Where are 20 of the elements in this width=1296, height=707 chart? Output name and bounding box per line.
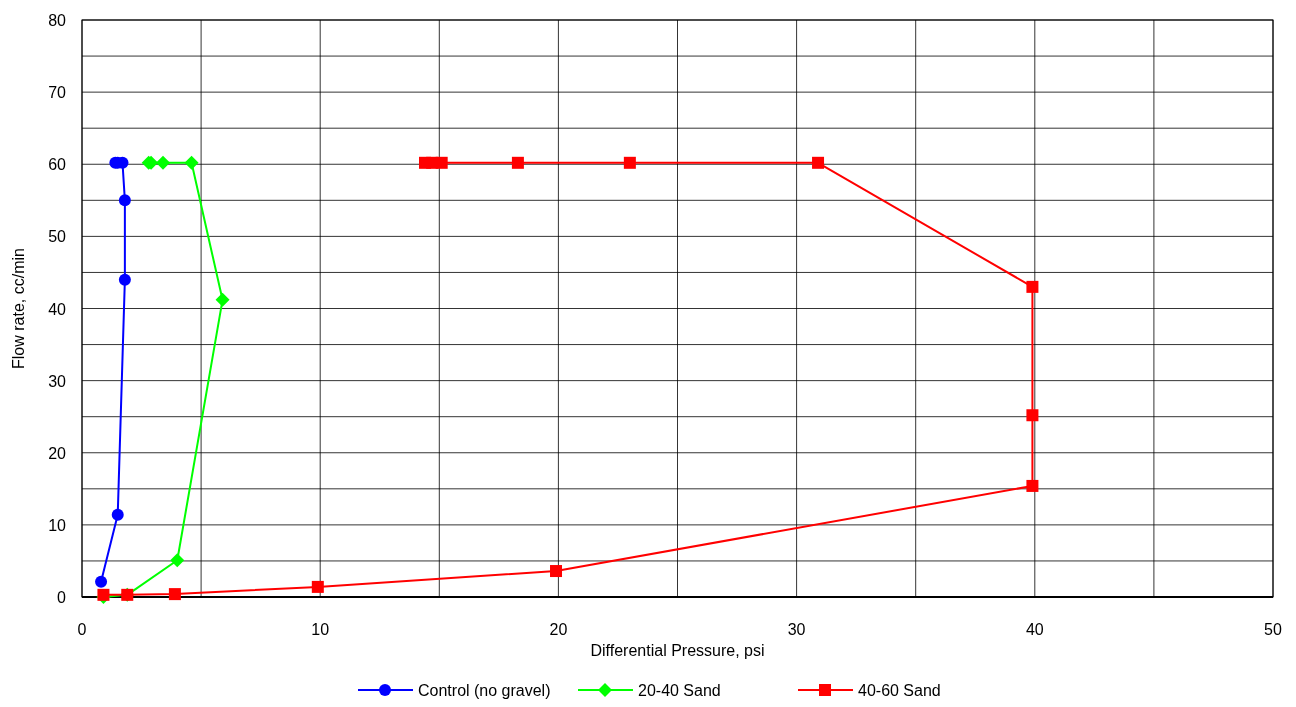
- x-tick-label: 40: [1025, 621, 1044, 638]
- y-tick-label: 10: [48, 516, 67, 534]
- x-tick-label: 0: [77, 621, 87, 638]
- legend-label: 20-40 Sand: [638, 682, 721, 699]
- y-tick-label: 60: [48, 156, 67, 174]
- x-tick-label: 10: [311, 621, 330, 638]
- x-tick-label: 30: [787, 621, 806, 638]
- x-axis-title: Differential Pressure, psi: [590, 642, 765, 659]
- x-tick-label: 20: [549, 621, 568, 638]
- x-tick-label: 50: [1264, 621, 1282, 638]
- y-tick-label: 40: [48, 300, 67, 318]
- legend-label: Control (no gravel): [418, 682, 551, 699]
- y-tick-label: 50: [48, 228, 67, 246]
- y-tick-label: 30: [48, 372, 67, 390]
- y-tick-label: 0: [57, 589, 67, 606]
- y-tick-label: 20: [48, 444, 67, 462]
- y-tick-label: 70: [48, 84, 67, 102]
- legend-label: 40-60 Sand: [858, 682, 941, 699]
- y-axis-title: Flow rate, cc/min: [10, 248, 27, 369]
- y-tick-label: 80: [48, 12, 67, 29]
